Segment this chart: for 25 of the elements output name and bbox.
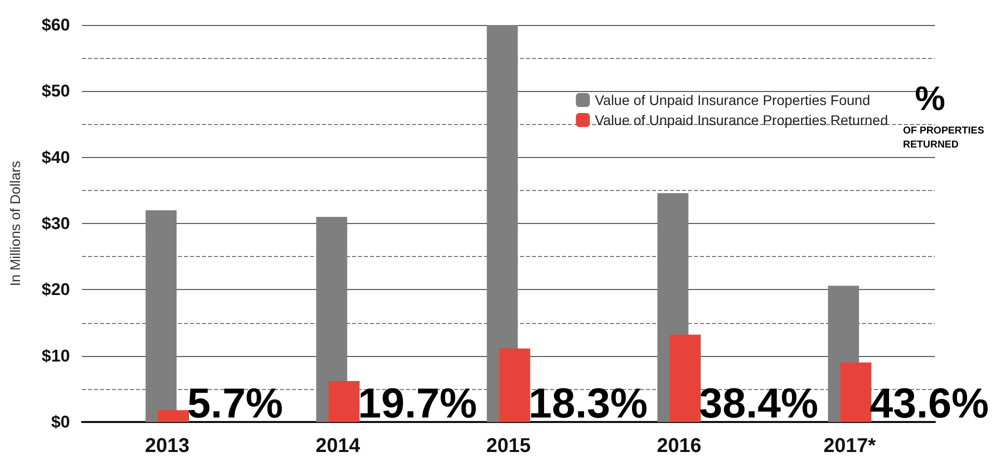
y-tick-label: $20	[42, 280, 70, 300]
y-tick-label: $10	[42, 346, 70, 366]
x-tick-label: 2015	[486, 435, 531, 457]
x-tick-label: 2016	[656, 435, 702, 457]
y-tick-label: $50	[42, 82, 70, 101]
annotation: 19.7%	[358, 380, 477, 426]
legend-label: Value of Unpaid Insurance Properties Found	[594, 92, 870, 108]
bar	[158, 410, 189, 422]
annotation: %	[915, 80, 946, 118]
bar	[840, 362, 872, 422]
x-tick-label: 2014	[316, 435, 362, 457]
y-tick-label: $40	[42, 148, 70, 167]
legend-label: Value of Unpaid Insurance Properties Returned	[594, 112, 888, 128]
y-tick-label: $0	[51, 412, 70, 432]
x-tick-label: 2017*	[824, 435, 876, 457]
annotation: 18.3%	[528, 380, 648, 426]
bar	[670, 334, 701, 422]
annotation: OF PROPERTIES RETURNED	[903, 126, 984, 150]
y-tick-label: $30	[42, 214, 70, 233]
bar	[328, 380, 360, 422]
y-tick-label: $60	[42, 16, 70, 34]
y-axis-title: In Millions of Dollars	[7, 160, 23, 286]
annotation: 5.7%	[187, 380, 284, 426]
bar	[499, 348, 530, 422]
x-tick-label: 2013	[145, 435, 190, 457]
